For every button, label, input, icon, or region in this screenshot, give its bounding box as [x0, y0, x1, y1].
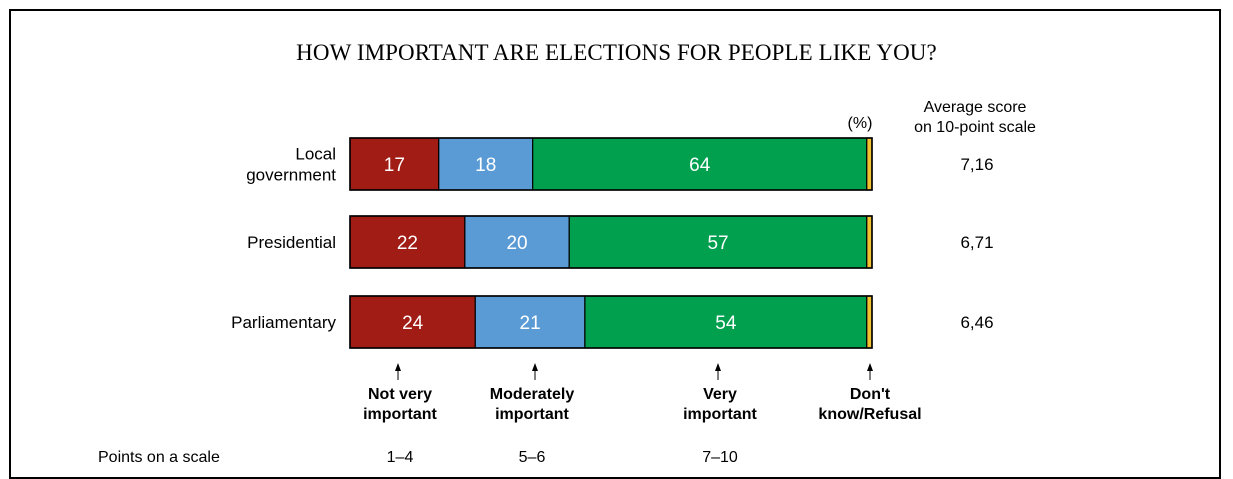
legend-label-line: important [683, 406, 757, 423]
average-header-line-1: Average score [923, 99, 1027, 116]
bar-value-label: 57 [707, 233, 728, 254]
arrow-head [395, 363, 401, 371]
bar-value-label: 20 [506, 233, 527, 254]
bar-segment-3-1 [349, 295, 476, 349]
arrow-head [532, 363, 538, 371]
legend-label-4: Don't know/Refusal [790, 385, 950, 425]
arrow-head [715, 363, 721, 371]
bar-value-label: 17 [384, 155, 405, 176]
bar-value-label: 18 [475, 155, 496, 176]
category-label: government [246, 166, 336, 185]
legend-label-line: Not very [367, 386, 433, 403]
category-label: Presidential [247, 233, 336, 252]
bar-value-label: 64 [689, 155, 711, 176]
bar-segment-3-2 [474, 295, 586, 349]
average-score-header: Average score on 10-point scale [880, 98, 1070, 138]
legend-label-line: Moderately [489, 386, 575, 403]
legend-label-line: Don't [849, 386, 891, 403]
legend-label-line: important [495, 406, 569, 423]
average-score: 7,16 [960, 155, 993, 174]
scale-range-1: 1–4 [386, 449, 414, 466]
average-score: 6,71 [960, 233, 993, 252]
bar-outline [349, 215, 873, 269]
legend-label-3: Very important [640, 385, 800, 425]
scale-range-3: 7–10 [702, 449, 738, 466]
bar-segment-3-3 [584, 295, 868, 349]
bar-value-label: 54 [715, 313, 737, 334]
legend-label-line: Very [703, 386, 737, 403]
legend-label-line: know/Refusal [818, 406, 922, 423]
scale-row-label: Points on a scale [98, 449, 220, 466]
average-header-line-2: on 10-point scale [914, 119, 1036, 136]
percent-unit-label: (%) [847, 115, 873, 132]
bar-value-label: 22 [397, 233, 418, 254]
legend-label-line: important [363, 406, 437, 423]
legend-label-1: Not very important [320, 385, 480, 425]
bar-value-label: 24 [402, 313, 424, 334]
chart-title: HOW IMPORTANT ARE ELECTIONS FOR PEOPLE L… [296, 40, 937, 65]
bar-outline [349, 137, 873, 191]
bar-outline [349, 295, 873, 349]
scale-range-2: 5–6 [518, 449, 546, 466]
bar-value-label: 21 [520, 313, 541, 334]
average-score: 6,46 [960, 313, 993, 332]
category-label: Local [295, 145, 336, 164]
category-label: Parliamentary [231, 313, 336, 332]
bar-segment-2-1 [349, 215, 466, 269]
legend-label-2: Moderately important [452, 385, 612, 425]
arrow-head [867, 363, 873, 371]
